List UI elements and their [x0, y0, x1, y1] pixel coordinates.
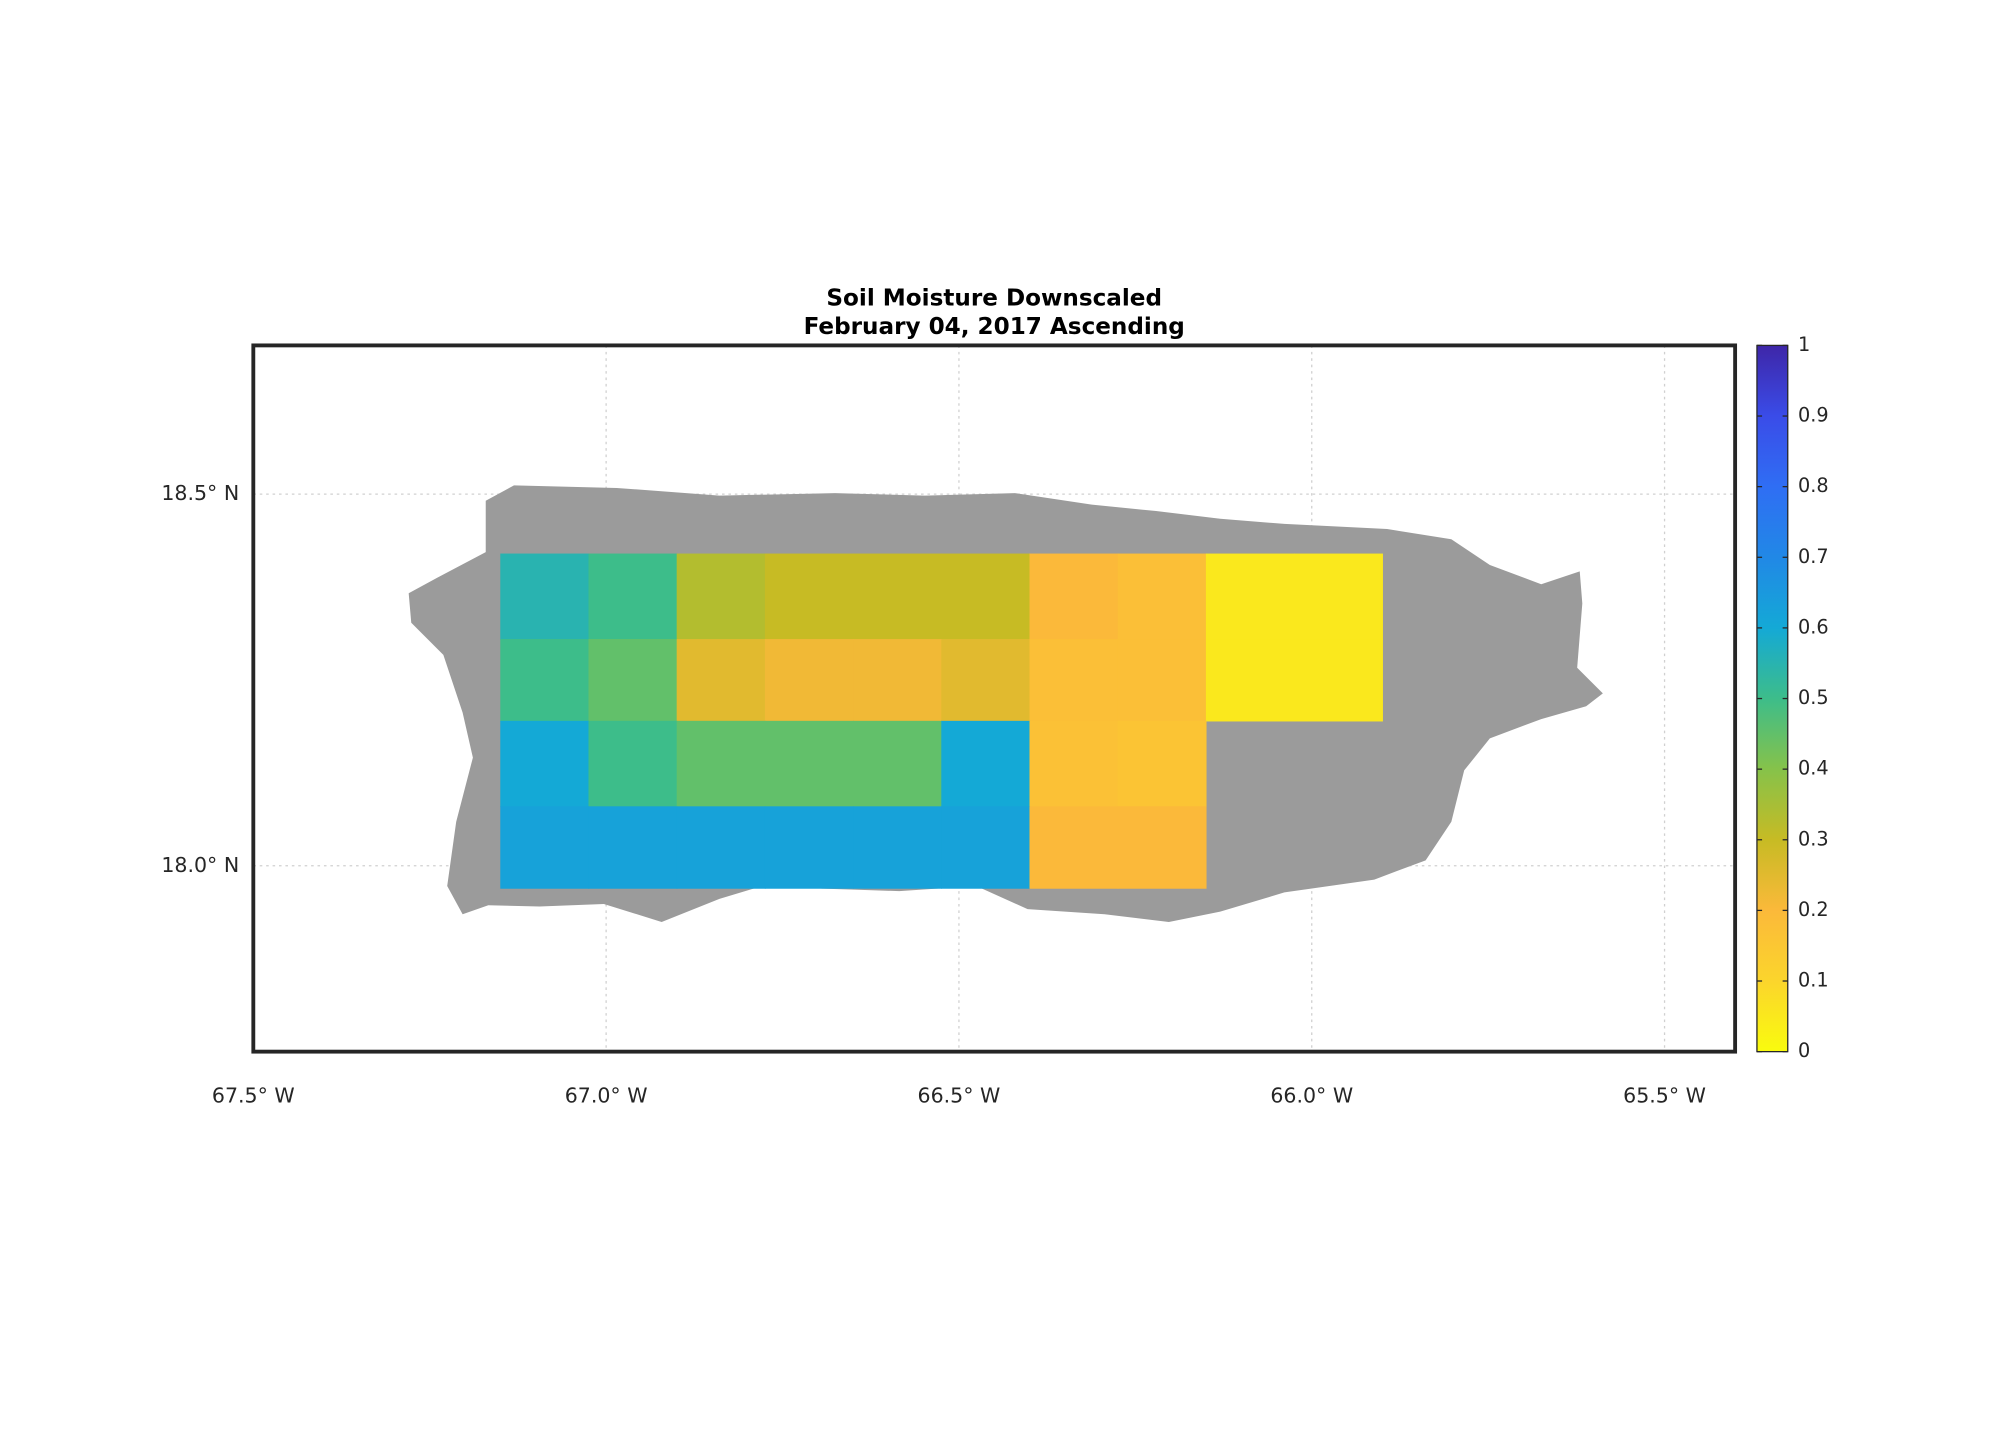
heatmap-cell: [1117, 639, 1207, 722]
colorbar-tick-label: 0.8: [1798, 474, 1829, 497]
heatmap-cell: [676, 720, 766, 807]
heatmap-cell: [500, 720, 590, 807]
colorbar-tick-label: 0.9: [1798, 404, 1829, 427]
heatmap-cell: [1029, 806, 1119, 889]
heatmap-cell: [941, 806, 1031, 889]
heatmap-cell: [1029, 720, 1119, 807]
heatmap-cell: [764, 639, 854, 722]
heatmap-cell: [941, 720, 1031, 807]
x-tick-label: 67.0° W: [565, 1084, 648, 1108]
y-tick-label: 18.5° N: [161, 481, 239, 505]
colorbar-tick-label: 0.7: [1798, 545, 1829, 568]
colorbar-tick-label: 0.5: [1798, 686, 1829, 709]
chart-subtitle: February 04, 2017 Ascending: [804, 314, 1185, 340]
chart-title: Soil Moisture Downscaled: [826, 286, 1162, 312]
heatmap-cell: [764, 806, 854, 889]
heatmap-cell: [676, 639, 766, 722]
heatmap-cell: [941, 639, 1031, 722]
heatmap-cell: [676, 806, 766, 889]
heatmap-cell: [500, 806, 590, 889]
heatmap-cell: [1294, 553, 1383, 640]
heatmap-cell: [853, 639, 942, 722]
heatmap-cell: [1029, 553, 1119, 640]
colorbar-tick-label: 0.4: [1798, 757, 1829, 780]
heatmap-cell: [853, 806, 942, 889]
heatmap-cell: [853, 553, 942, 640]
colorbar-tick-label: 0.3: [1798, 827, 1829, 850]
y-tick-label: 18.0° N: [161, 853, 239, 877]
x-tick-label: 66.0° W: [1270, 1084, 1353, 1108]
heatmap: [500, 553, 1383, 889]
heatmap-cell: [500, 553, 590, 640]
plot-frame: [251, 343, 1738, 1054]
heatmap-cell: [588, 806, 678, 889]
colorbar-tick-label: 0.1: [1798, 969, 1829, 992]
heatmap-cell: [764, 720, 854, 807]
colorbar-tick-label: 0: [1798, 1039, 1810, 1062]
heatmap-cell: [1205, 639, 1295, 722]
colorbar-tick-label: 0.2: [1798, 898, 1829, 921]
heatmap-cell: [500, 639, 590, 722]
heatmap-cell: [764, 553, 854, 640]
x-tick-label: 65.5° W: [1623, 1084, 1706, 1108]
colorbar-tick-label: 1: [1798, 333, 1810, 356]
heatmap-cell: [1029, 639, 1119, 722]
heatmap-cell: [941, 553, 1031, 640]
colorbar-tick-label: 0.6: [1798, 615, 1829, 638]
heatmap-cell: [588, 553, 678, 640]
colorbar-ticks: 0 0.1 0.2 0.3 0.4 0.5 0.6 0.7 0.8 0.9 1: [1756, 333, 1829, 1062]
x-tick-label: 66.5° W: [918, 1084, 1001, 1108]
heatmap-cell: [1117, 720, 1207, 807]
heatmap-cell: [676, 553, 766, 640]
heatmap-cell: [1117, 553, 1207, 640]
heatmap-cell: [588, 720, 678, 807]
heatmap-cell: [588, 639, 678, 722]
x-tick-label: 67.5° W: [212, 1084, 295, 1108]
heatmap-cell: [1294, 639, 1383, 722]
heatmap-cell: [1117, 806, 1207, 889]
heatmap-cell: [1205, 553, 1295, 640]
heatmap-cell: [853, 720, 942, 807]
